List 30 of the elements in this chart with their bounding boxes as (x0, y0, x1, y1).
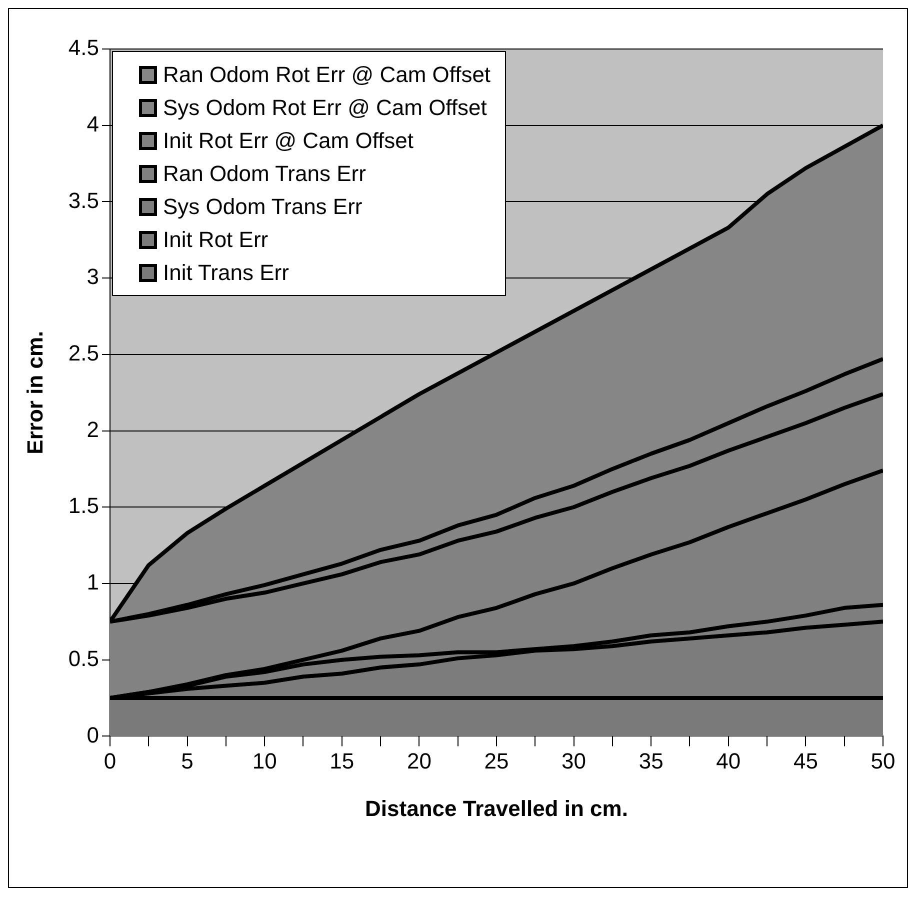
x-tick-label: 5 (181, 748, 194, 774)
legend-label: Init Rot Err @ Cam Offset (162, 127, 414, 155)
y-axis-title: Error in cm. (22, 330, 48, 454)
legend-label: Init Trans Err (162, 259, 289, 287)
y-tick-label: 4.5 (68, 35, 99, 60)
y-tick-label: 1.5 (68, 493, 99, 518)
legend-label: Init Rot Err (162, 226, 268, 254)
y-tick-label: 3 (86, 264, 99, 290)
x-tick-label: 30 (562, 748, 586, 774)
x-tick-label: 20 (406, 748, 432, 774)
x-tick-label: 0 (104, 748, 116, 774)
x-tick-label: 45 (793, 748, 818, 774)
x-tick-label: 40 (716, 748, 741, 774)
y-tick-label: 0 (86, 722, 99, 748)
x-tick-label: 15 (330, 748, 354, 774)
x-tick-label: 25 (484, 748, 509, 774)
x-axis-title: Distance Travelled in cm. (365, 796, 628, 821)
x-tick-label: 35 (638, 748, 664, 774)
y-tick-label: 1 (86, 570, 99, 595)
y-tick-label: 2 (86, 416, 99, 442)
y-tick-label: 0.5 (68, 646, 99, 671)
y-tick-label: 2.5 (68, 340, 99, 366)
x-tick-label: 50 (870, 748, 896, 774)
legend-label: Ran Odom Trans Err (162, 160, 366, 188)
x-tick-label: 10 (252, 748, 277, 774)
legend-label: Sys Odom Trans Err (162, 193, 362, 221)
legend-label: Ran Odom Rot Err @ Cam Offset (162, 61, 491, 89)
y-tick-label: 4 (86, 111, 99, 136)
y-tick-label: 3.5 (68, 188, 99, 213)
legend-label: Sys Odom Rot Err @ Cam Offset (162, 94, 487, 122)
